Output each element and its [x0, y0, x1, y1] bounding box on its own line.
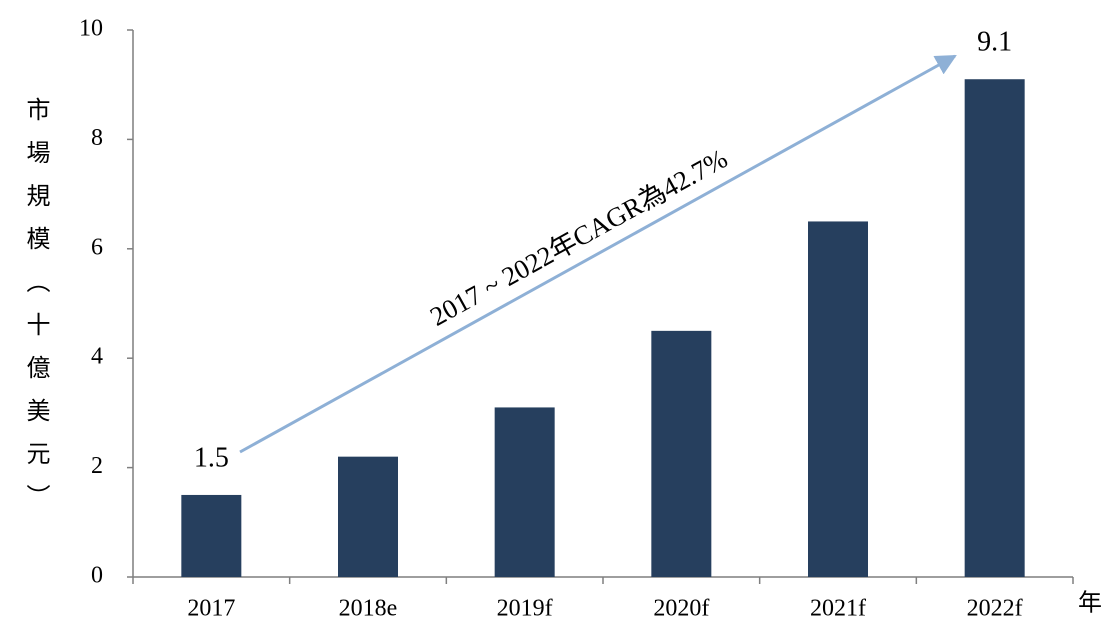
bar	[964, 79, 1025, 577]
bar	[651, 330, 712, 577]
y-axis-label: 市場規模（十億美元）	[22, 97, 50, 527]
x-tick-label: 2020f	[653, 596, 709, 622]
bar	[494, 407, 555, 577]
bar	[808, 221, 868, 577]
y-tick-label: 8	[91, 125, 103, 151]
x-tick-label: 2022f	[967, 596, 1023, 622]
annotation: 2017 ~ 2022年CAGR為42.7%	[425, 143, 732, 332]
x-tick-label: 2019f	[497, 596, 553, 622]
y-tick-label: 10	[79, 16, 103, 42]
y-tick-label: 2	[91, 453, 103, 479]
x-tick-label: 2021f	[810, 596, 866, 622]
bar	[338, 456, 398, 577]
x-axis-label: 年	[1078, 590, 1102, 617]
x-tick-label: 2018e	[339, 596, 398, 622]
y-tick-label: 0	[91, 563, 103, 589]
x-tick-label: 2017	[187, 596, 235, 622]
data-label: 1.5	[194, 442, 229, 473]
cagr-arrow	[239, 54, 957, 454]
y-tick-label: 6	[91, 234, 103, 260]
bar	[181, 494, 242, 577]
data-label: 9.1	[977, 27, 1012, 58]
y-tick-label: 4	[91, 344, 103, 370]
